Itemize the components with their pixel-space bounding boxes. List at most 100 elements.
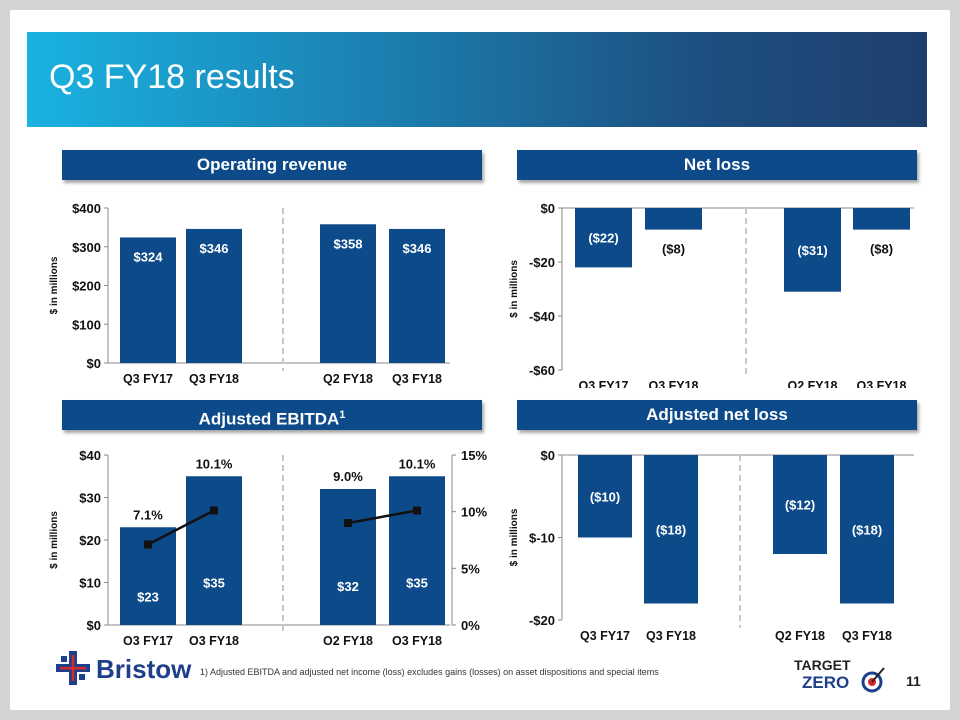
adjusted-net-loss-data-label: ($10) [590, 489, 620, 504]
adjusted-ebitda-category-label: Q3 FY17 [123, 634, 173, 645]
adjusted-net-loss-category-label: Q3 FY18 [646, 629, 696, 643]
net-loss-category-label: Q3 FY17 [578, 379, 628, 388]
net-loss-bar [645, 208, 702, 230]
operating-revenue-bar [320, 224, 376, 363]
adjusted-ebitda-category-label: Q2 FY18 [323, 634, 373, 645]
adjusted-ebitda-margin-label: 10.1% [196, 456, 233, 471]
operating-revenue-title: Operating revenue [196, 155, 348, 174]
operating-revenue-data-label: $346 [403, 241, 432, 256]
operating-revenue-category-label: Q3 FY17 [123, 372, 173, 386]
net-loss-data-label: ($8) [870, 242, 893, 257]
net-loss-ytick-label: -$60 [529, 363, 555, 378]
operating-revenue-chart: $0 $100 $200 $300 $400 $ in millions Q3 FY17 $3… [49, 201, 450, 386]
operating-revenue-ytick-label: $300 [72, 240, 101, 255]
net-loss-ytick-label: -$20 [529, 255, 555, 270]
operating-revenue-bar [186, 228, 242, 363]
adjusted-ebitda-ytick-label: $0 [87, 618, 101, 633]
adjusted-ebitda-margin-line [147, 509, 215, 546]
operating-revenue-category-label: Q3 FY18 [189, 372, 239, 386]
operating-revenue-ytick-label: $200 [72, 279, 101, 294]
adjusted-net-loss-bar [840, 455, 894, 604]
operating-revenue-data-label: $358 [334, 236, 363, 251]
adjusted-ebitda-category-label: Q3 FY18 [392, 634, 442, 645]
adjusted-ebitda-ytick-label: $20 [79, 533, 101, 548]
operating-revenue-data-label: $346 [200, 241, 229, 256]
target-icon [861, 667, 885, 693]
net-loss-chart: $0 -$20 -$40 -$60 $ in millions Q3 FY17 ($22) Q… [509, 201, 914, 388]
slide: Q3 FY18 results Operating revenue Net lo… [10, 10, 950, 710]
operating-revenue-ytick-label: $0 [87, 356, 101, 371]
adjusted-ebitda-margin-point [144, 540, 152, 549]
adjusted-ebitda-category-label: Q3 FY18 [189, 634, 239, 645]
adjusted-net-loss-ytick-label: -$20 [529, 613, 555, 628]
net-loss-data-label: ($8) [662, 242, 685, 257]
bristow-cross-icon [56, 651, 90, 685]
target-zero-line1: TARGET [794, 657, 851, 673]
adjusted-ebitda-margin-label: 10.1% [399, 456, 436, 471]
operating-revenue-ylabel: $ in millions [49, 256, 60, 314]
adjusted-ebitda-margin-label: 9.0% [333, 469, 363, 484]
adjusted-ebitda-y2tick-label: 15% [461, 448, 487, 463]
net-loss-bar [853, 208, 910, 230]
title-banner: Q3 FY18 results [27, 32, 927, 127]
net-loss-ytick-label: $0 [541, 201, 555, 216]
operating-revenue-data-label: $324 [134, 249, 164, 264]
adjusted-ebitda-data-label: $32 [337, 579, 359, 594]
adjusted-net-loss-bar [644, 455, 698, 604]
adjusted-net-loss-ylabel: $ in millions [509, 508, 520, 566]
net-loss-data-label: ($31) [797, 243, 827, 258]
adjusted-net-loss-category-label: Q2 FY18 [775, 629, 825, 643]
adjusted-ebitda-chart: $0 $10 $20 $30 $40 $ in millions Q3 FY17 $23 Q3 … [49, 448, 487, 645]
adjusted-net-loss-chart: $0 $-10 -$20 $ in millions Q3 FY17 ($10) Q3 FY… [509, 448, 914, 643]
adjusted-net-loss-category-label: Q3 FY17 [580, 629, 630, 643]
adjusted-ebitda-data-label: $23 [137, 590, 159, 605]
operating-revenue-category-label: Q3 FY18 [392, 372, 442, 386]
adjusted-net-loss-ytick-label: $0 [541, 448, 555, 463]
adjusted-net-loss-data-label: ($18) [852, 522, 882, 537]
page-number: 11 [906, 673, 921, 689]
net-loss-category-label: Q3 FY18 [648, 379, 698, 388]
adjusted-net-loss-ytick-label: $-10 [529, 531, 555, 546]
adjusted-ebitda-margin-line [347, 509, 418, 525]
adjusted-ebitda-ytick-label: $40 [79, 448, 101, 463]
adjusted-ebitda-bar [186, 476, 242, 625]
net-loss-header: Net loss [517, 150, 917, 180]
bristow-logo: Bristow [56, 651, 192, 685]
operating-revenue-bar [389, 228, 445, 363]
adjusted-ebitda-y2tick-label: 10% [461, 505, 487, 520]
adjusted-ebitda-margin-label: 7.1% [133, 507, 163, 522]
operating-revenue-category-label: Q2 FY18 [323, 372, 373, 386]
operating-revenue-ytick-label: $400 [72, 201, 101, 216]
net-loss-category-label: Q3 FY18 [856, 379, 906, 388]
adjusted-ebitda-header: Adjusted EBITDA1 [62, 400, 482, 430]
operating-revenue-header: Operating revenue [62, 150, 482, 180]
adjusted-ebitda-bar [320, 489, 376, 625]
adjusted-ebitda-margin-point [413, 506, 421, 515]
adjusted-ebitda-margin-point [210, 506, 218, 515]
adjusted-ebitda-bar [389, 476, 445, 625]
adjusted-ebitda-ylabel: $ in millions [49, 511, 60, 569]
adjusted-ebitda-title-sup: 1 [339, 409, 346, 421]
adjusted-net-loss-category-label: Q3 FY18 [842, 629, 892, 643]
adjusted-ebitda-ytick-label: $30 [79, 491, 101, 506]
adjusted-net-loss-header: Adjusted net loss [517, 400, 917, 430]
adjusted-ebitda-margin-point [344, 519, 352, 527]
adjusted-net-loss-bar [578, 455, 632, 538]
net-loss-title: Net loss [683, 155, 751, 174]
adjusted-ebitda-ytick-label: $10 [79, 576, 101, 591]
net-loss-category-label: Q2 FY18 [787, 379, 837, 388]
footnote: 1) Adjusted EBITDA and adjusted net inco… [200, 667, 659, 677]
adjusted-net-loss-data-label: ($12) [785, 498, 815, 513]
adjusted-ebitda-data-label: $35 [406, 575, 428, 590]
operating-revenue-ytick-label: $100 [72, 317, 101, 332]
adjusted-ebitda-y2tick-label: 0% [461, 618, 480, 633]
target-zero-line2: ZERO [802, 673, 849, 692]
operating-revenue-bar [120, 237, 176, 363]
page-title: Q3 FY18 results [49, 58, 295, 96]
adjusted-net-loss-title: Adjusted net loss [646, 405, 788, 424]
adjusted-ebitda-y2tick-label: 5% [461, 561, 480, 576]
net-loss-ytick-label: -$40 [529, 309, 555, 324]
net-loss-data-label: ($22) [588, 231, 618, 246]
adjusted-ebitda-title: Adjusted EBITDA [198, 409, 340, 429]
adjusted-ebitda-data-label: $35 [203, 575, 225, 590]
